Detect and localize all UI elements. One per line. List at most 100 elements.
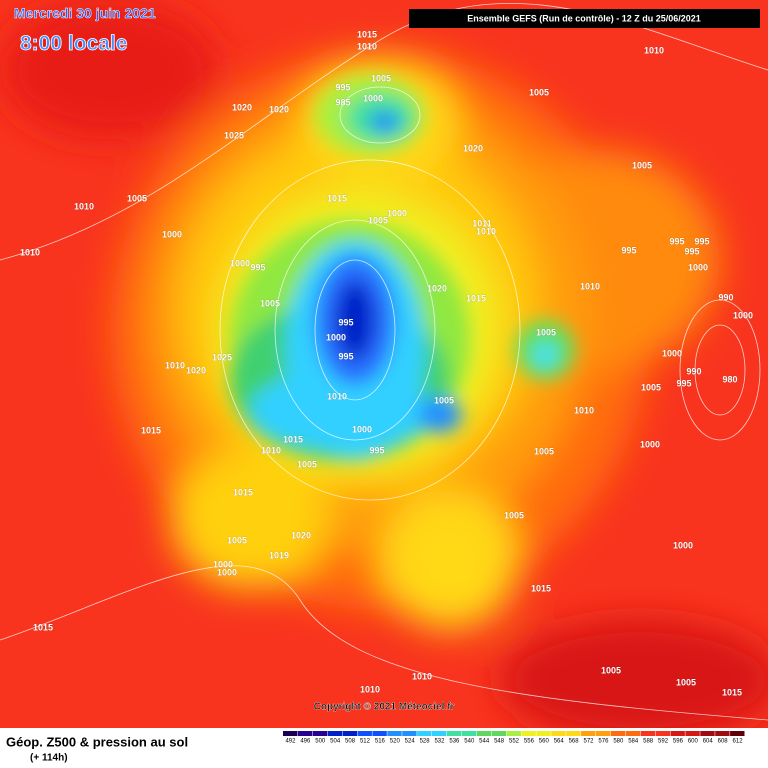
isobar-label: 995 [369,445,384,455]
isobar-label: 1010 [74,201,94,211]
scale-swatch [521,731,536,736]
isobar-label: 1005 [371,73,391,83]
isobar-label: 990 [686,366,701,376]
isobar-label: 1015 [33,622,53,632]
scale-swatch [581,731,596,736]
scale-label: 572 [584,739,595,745]
scale-label: 608 [718,739,729,745]
scale-label: 576 [598,739,609,745]
scale-label: 500 [315,739,326,745]
isobar-label: 1005 [534,446,554,456]
scale-swatch [685,731,700,736]
isobar-label: 1005 [632,160,652,170]
scale-label: 588 [643,739,654,745]
scale-swatch [461,731,477,736]
scale-swatch [372,731,387,736]
scale-swatch [655,731,670,736]
scale-label: 548 [494,739,505,745]
isobar-label: 985 [335,97,350,107]
isobar-label: 1025 [212,352,232,362]
isobar-label: 1011 [472,218,492,228]
isobar-lines [0,2,768,721]
isobar-label: 1010 [412,671,432,681]
isobar-label: 1010 [261,445,281,455]
scale-label: 612 [733,739,744,745]
scale-swatch [446,731,462,736]
isobar-label: 1015 [531,583,551,593]
isobar-label: 1005 [504,510,524,520]
scale-swatch [536,731,551,736]
isobar-label: 1010 [476,226,496,236]
footer-title: Géop. Z500 & pression au sol [6,734,188,749]
isobar-label: 1000 [387,208,407,218]
scale-swatch [357,731,372,736]
scale-label: 492 [285,739,296,745]
isobar-label: 1000 [326,332,346,342]
scale-label: 508 [345,739,356,745]
isobar-label: 995 [335,82,350,92]
isobar-label: 995 [250,262,265,272]
scale-swatch [640,731,656,736]
scale-swatch [387,731,402,736]
scale-label: 512 [360,739,371,745]
isobar-label: 995 [676,378,691,388]
isobar-label: 1010 [357,41,377,51]
scale-label: 596 [673,739,684,745]
scale-label: 580 [613,739,624,745]
isobar-label: 1000 [162,229,182,239]
scale-label: 504 [330,739,341,745]
isobar-label: 1015 [233,487,253,497]
isobar-label: 995 [684,246,699,256]
run-info: Ensemble GEFS (Run de contrôle) - 12 Z d… [467,13,701,23]
scale-label: 524 [405,739,416,745]
scale-swatch [402,731,417,736]
isobar-label: 1020 [186,365,206,375]
isobar-label: 1010 [644,45,664,55]
isobar-label: 1005 [676,677,696,687]
isobar-label: 1010 [580,281,600,291]
scale-label: 528 [420,739,431,745]
isobar-label: 1000 [352,424,372,434]
scale-swatch [610,731,626,736]
isobar-label: 1000 [213,559,233,569]
isobar-label: 1000 [640,439,660,449]
scale-swatch [700,731,715,736]
isobar-label: 1005 [536,327,556,337]
isobar-label: 1010 [327,391,347,401]
isobar-label: 1000 [733,310,753,320]
isobar-label: 1005 [127,193,147,203]
scale-swatch [506,731,521,736]
isobar-label: 995 [621,245,636,255]
isobar-label: 1020 [232,102,252,112]
isobar-label: 1000 [662,348,682,358]
scale-swatch [491,731,507,736]
field [0,0,768,740]
scale-swatch [595,731,611,736]
isobar-label: 1010 [20,247,40,257]
scale-swatch [670,731,685,736]
isobar-label: 1020 [463,143,483,153]
isobar-label: 1000 [217,567,237,577]
scale-label: 552 [509,739,520,745]
isobar-label: 1005 [260,298,280,308]
isobar-label: 1010 [574,405,594,415]
run-banner [409,9,760,28]
isobar-label: 1020 [291,530,311,540]
isobar-label: 1015 [466,293,486,303]
scale-swatch [312,731,328,736]
scale-label: 600 [688,739,699,745]
isobar-label: 1015 [283,434,303,444]
scale-label: 568 [569,739,580,745]
isobar-label: 1005 [297,459,317,469]
isobar-label: 1005 [529,87,549,97]
scale-swatch [283,731,298,736]
scale-swatch [327,731,343,736]
isobar-label: 1025 [224,130,244,140]
isobar-label: 1015 [357,29,377,39]
scale-swatch [566,731,581,736]
isobar-label: 1005 [368,215,388,225]
scale-swatch [730,731,745,736]
isobar-label: 1000 [688,262,708,272]
